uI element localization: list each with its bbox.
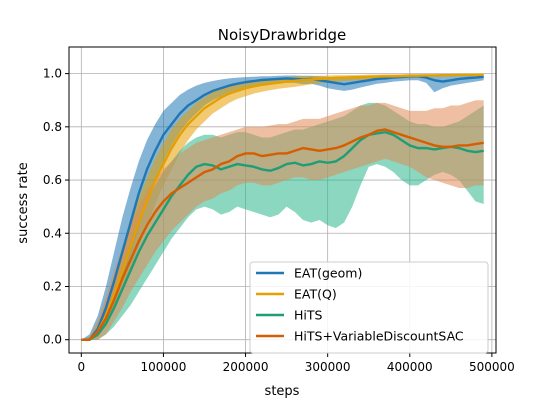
y-tick-label: 0.2 bbox=[43, 279, 62, 293]
y-axis-label: success rate bbox=[16, 162, 31, 243]
legend: EAT(geom) EAT(Q) HiTS HiTS+VariableDiscount… bbox=[249, 261, 489, 354]
y-tick-label: 0.0 bbox=[43, 333, 62, 347]
x-axis-label: steps bbox=[265, 384, 300, 399]
x-tick-label: 100000 bbox=[141, 360, 187, 374]
legend-label-0: EAT(geom) bbox=[294, 266, 362, 281]
y-axis-ticks: 0.0 0.2 0.4 0.6 0.8 1.0 bbox=[43, 67, 69, 347]
x-tick-label: 400000 bbox=[387, 360, 433, 374]
line-series-1 bbox=[81, 73, 484, 341]
y-tick-label: 0.8 bbox=[43, 120, 62, 134]
y-tick-label: 1.0 bbox=[43, 67, 62, 81]
legend-box bbox=[249, 261, 489, 354]
x-tick-label: 300000 bbox=[305, 360, 351, 374]
y-tick-label: 0.6 bbox=[43, 173, 62, 187]
x-tick-label: 500000 bbox=[469, 360, 515, 374]
x-axis-ticks: 0 100000 200000 300000 400000 500000 bbox=[77, 353, 515, 374]
line-series-3 bbox=[81, 128, 484, 341]
x-tick-label: 200000 bbox=[223, 360, 269, 374]
band-series-1 bbox=[81, 73, 484, 340]
series-lines bbox=[81, 73, 484, 341]
chart-title: NoisyDrawbridge bbox=[218, 26, 347, 44]
band-series-3 bbox=[81, 100, 484, 340]
legend-label-2: HiTS bbox=[294, 308, 323, 323]
legend-label-3: HiTS+VariableDiscountSAC bbox=[294, 329, 464, 344]
confidence-bands bbox=[81, 73, 484, 340]
x-tick-label: 0 bbox=[77, 360, 85, 374]
y-tick-label: 0.4 bbox=[43, 226, 62, 240]
legend-label-1: EAT(Q) bbox=[294, 287, 337, 302]
line-series-2 bbox=[81, 130, 484, 341]
